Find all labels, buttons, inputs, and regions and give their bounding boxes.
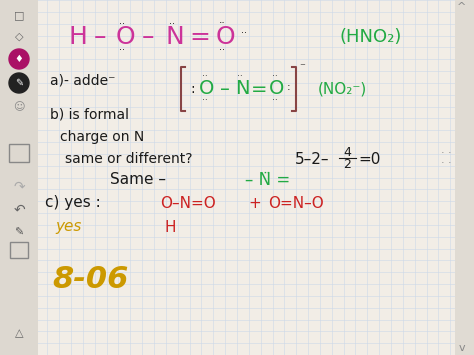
- Text: charge on N: charge on N: [60, 130, 144, 144]
- Text: same or different?: same or different?: [65, 152, 192, 166]
- Text: O–N=O: O–N=O: [160, 196, 216, 211]
- Text: ··: ··: [237, 72, 243, 82]
- Circle shape: [9, 73, 29, 93]
- Text: ⁻: ⁻: [299, 62, 305, 72]
- Text: ··: ··: [202, 72, 208, 82]
- Text: :: :: [191, 82, 195, 96]
- Text: +: +: [248, 196, 261, 211]
- Text: ··: ··: [241, 28, 247, 38]
- Text: 2: 2: [343, 158, 351, 170]
- Text: ^: ^: [457, 2, 467, 12]
- Text: =: =: [190, 25, 210, 49]
- Text: yes: yes: [55, 219, 82, 235]
- Text: ·: ·: [448, 158, 452, 168]
- Text: ··: ··: [169, 19, 175, 29]
- Text: ·: ·: [448, 148, 452, 158]
- Text: ◇: ◇: [15, 32, 23, 42]
- Text: ↷: ↷: [13, 180, 25, 194]
- Text: ··: ··: [272, 97, 278, 105]
- Text: a)- adde⁻: a)- adde⁻: [50, 74, 116, 88]
- Text: □: □: [14, 10, 24, 20]
- Text: :: :: [287, 82, 291, 92]
- FancyBboxPatch shape: [455, 0, 474, 355]
- Text: –: –: [142, 25, 154, 49]
- Text: –: –: [220, 80, 230, 98]
- Text: H: H: [69, 25, 87, 49]
- Text: ·: ·: [441, 148, 445, 158]
- Text: ·: ·: [441, 158, 445, 168]
- Text: O: O: [199, 80, 215, 98]
- Text: ☺: ☺: [13, 102, 25, 112]
- Text: O: O: [269, 80, 285, 98]
- Text: 8-06: 8-06: [52, 266, 128, 295]
- Text: =0: =0: [358, 152, 380, 166]
- Circle shape: [9, 49, 29, 69]
- Text: 5–2–: 5–2–: [295, 152, 329, 166]
- Text: b) is formal: b) is formal: [50, 108, 129, 122]
- Text: O=N–O: O=N–O: [268, 196, 324, 211]
- Text: (NO₂⁻): (NO₂⁻): [318, 82, 367, 97]
- Text: N: N: [165, 25, 184, 49]
- Text: ··: ··: [202, 97, 208, 105]
- Text: ··: ··: [119, 19, 125, 29]
- Text: ✎: ✎: [15, 78, 23, 88]
- Text: –: –: [94, 25, 106, 49]
- Text: c) yes :: c) yes :: [45, 196, 101, 211]
- Text: – N̈ =: – N̈ =: [245, 171, 290, 189]
- Text: v: v: [459, 343, 465, 353]
- Text: N: N: [235, 80, 249, 98]
- Text: (HNO₂): (HNO₂): [340, 28, 402, 46]
- Text: ··: ··: [272, 72, 278, 82]
- Text: 4: 4: [343, 147, 351, 159]
- Text: =: =: [251, 80, 267, 98]
- Text: ··: ··: [119, 45, 125, 55]
- Text: ♦: ♦: [15, 54, 23, 64]
- Text: O: O: [215, 25, 235, 49]
- Text: △: △: [15, 328, 23, 338]
- Text: ✎: ✎: [14, 228, 24, 238]
- Text: ··: ··: [219, 18, 225, 28]
- FancyBboxPatch shape: [0, 0, 38, 355]
- Text: O: O: [115, 25, 135, 49]
- Text: H: H: [165, 219, 176, 235]
- Text: Same –: Same –: [110, 173, 166, 187]
- Text: ··: ··: [219, 45, 225, 55]
- Text: ↶: ↶: [13, 203, 25, 217]
